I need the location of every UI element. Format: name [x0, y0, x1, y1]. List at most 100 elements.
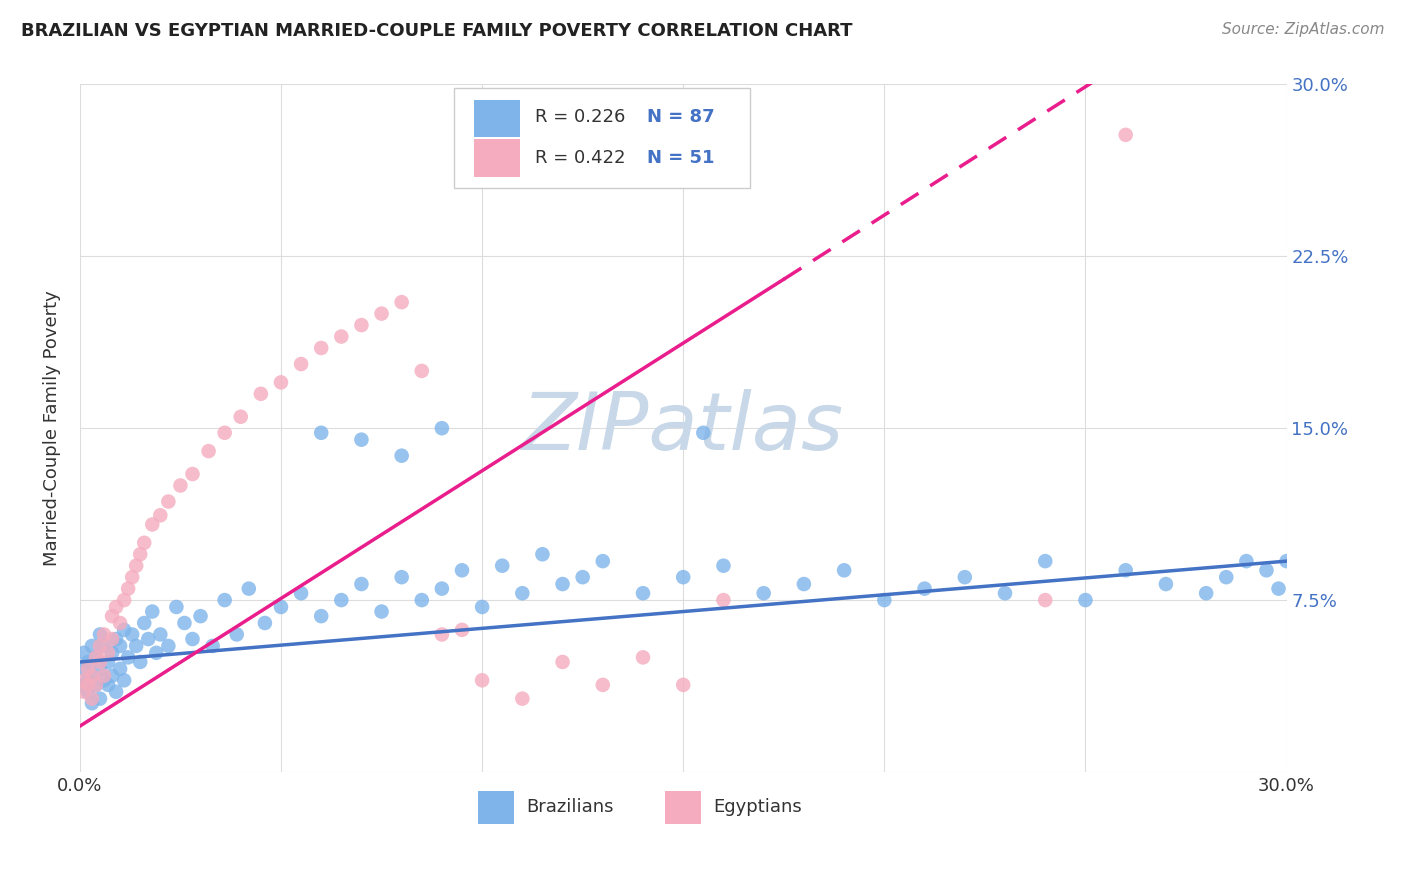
Point	[73, 673, 96, 688]
Point	[214, 593, 236, 607]
Point	[101, 669, 124, 683]
Point	[105, 599, 128, 614]
Point	[165, 599, 187, 614]
Point	[141, 517, 163, 532]
Point	[149, 627, 172, 641]
Text: N = 51: N = 51	[647, 149, 714, 167]
Point	[370, 307, 392, 321]
Point	[125, 639, 148, 653]
Text: R = 0.422: R = 0.422	[534, 149, 626, 167]
Point	[89, 639, 111, 653]
Point	[1115, 128, 1137, 142]
Point	[97, 646, 120, 660]
Point	[631, 650, 654, 665]
Point	[531, 547, 554, 561]
Point	[592, 554, 614, 568]
Point	[1267, 582, 1289, 596]
Point	[73, 646, 96, 660]
Point	[370, 605, 392, 619]
Point	[1033, 554, 1056, 568]
Point	[290, 357, 312, 371]
Y-axis label: Married-Couple Family Poverty: Married-Couple Family Poverty	[44, 290, 60, 566]
Point	[101, 609, 124, 624]
Point	[181, 467, 204, 481]
Point	[250, 387, 273, 401]
Point	[752, 586, 775, 600]
Point	[77, 678, 100, 692]
Point	[112, 623, 135, 637]
Point	[713, 593, 735, 607]
Point	[89, 627, 111, 641]
Point	[108, 615, 131, 630]
Point	[1033, 593, 1056, 607]
Point	[1154, 577, 1177, 591]
Point	[134, 615, 156, 630]
Point	[80, 669, 103, 683]
Point	[309, 425, 332, 440]
Point	[84, 678, 107, 692]
Point	[157, 639, 180, 653]
Point	[411, 364, 433, 378]
Point	[471, 673, 494, 688]
Point	[238, 582, 260, 596]
Point	[471, 599, 494, 614]
Point	[89, 691, 111, 706]
Point	[77, 655, 100, 669]
Point	[169, 478, 191, 492]
Text: Egyptians: Egyptians	[713, 798, 803, 816]
Point	[101, 632, 124, 646]
Point	[551, 577, 574, 591]
Point	[571, 570, 593, 584]
Point	[112, 673, 135, 688]
Point	[672, 678, 695, 692]
Point	[1074, 593, 1097, 607]
Point	[73, 662, 96, 676]
Text: Brazilians: Brazilians	[526, 798, 614, 816]
Point	[141, 605, 163, 619]
Point	[290, 586, 312, 600]
Point	[201, 639, 224, 653]
Point	[101, 646, 124, 660]
Point	[93, 627, 115, 641]
Point	[229, 409, 252, 424]
Point	[391, 570, 413, 584]
Point	[121, 627, 143, 641]
Point	[129, 655, 152, 669]
Point	[77, 662, 100, 676]
Point	[80, 669, 103, 683]
FancyBboxPatch shape	[454, 88, 749, 187]
Point	[80, 696, 103, 710]
Point	[1256, 563, 1278, 577]
Point	[491, 558, 513, 573]
Point	[873, 593, 896, 607]
Point	[105, 685, 128, 699]
Text: BRAZILIAN VS EGYPTIAN MARRIED-COUPLE FAMILY POVERTY CORRELATION CHART: BRAZILIAN VS EGYPTIAN MARRIED-COUPLE FAM…	[21, 22, 852, 40]
Point	[713, 558, 735, 573]
Point	[149, 508, 172, 523]
Point	[914, 582, 936, 596]
Point	[84, 650, 107, 665]
Point	[73, 685, 96, 699]
Point	[89, 655, 111, 669]
Point	[350, 318, 373, 332]
Point	[190, 609, 212, 624]
Point	[93, 639, 115, 653]
Point	[173, 615, 195, 630]
Point	[80, 691, 103, 706]
FancyBboxPatch shape	[474, 100, 520, 137]
Text: ZIPatlas: ZIPatlas	[522, 389, 844, 467]
Point	[253, 615, 276, 630]
Point	[512, 691, 534, 706]
Point	[77, 673, 100, 688]
Point	[512, 586, 534, 600]
Text: N = 87: N = 87	[647, 109, 714, 127]
Point	[108, 662, 131, 676]
Point	[953, 570, 976, 584]
Point	[77, 685, 100, 699]
Point	[430, 582, 453, 596]
Point	[129, 547, 152, 561]
Point	[330, 329, 353, 343]
Point	[117, 582, 139, 596]
Point	[1275, 554, 1298, 568]
Point	[125, 558, 148, 573]
